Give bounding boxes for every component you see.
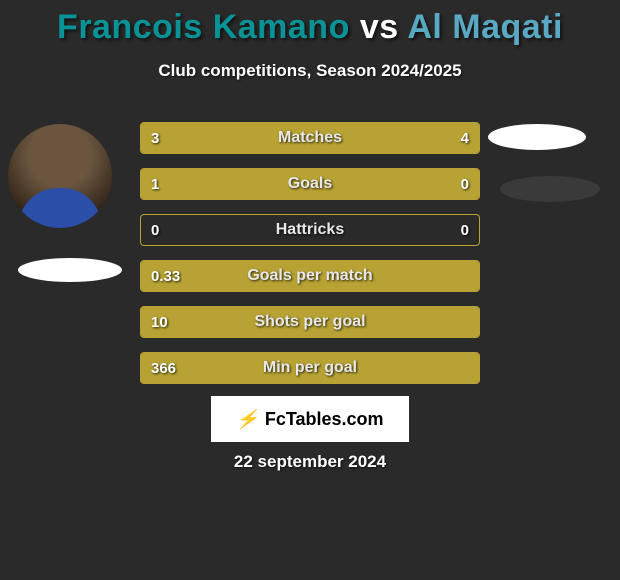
stat-row: 00Hattricks (140, 214, 480, 246)
subtitle: Club competitions, Season 2024/2025 (0, 61, 620, 81)
stat-label: Goals per match (141, 261, 479, 291)
player2-ellipse-top (488, 124, 586, 150)
player2-ellipse-bottom (500, 176, 600, 202)
comparison-title: Francois Kamano vs Al Maqati (0, 0, 620, 47)
stat-row: 0.33Goals per match (140, 260, 480, 292)
player1-shadow-ellipse (18, 258, 122, 282)
player1-name: Francois Kamano (57, 8, 350, 46)
vs-text: vs (360, 8, 399, 46)
stat-label: Goals (141, 169, 479, 199)
stat-label: Shots per goal (141, 307, 479, 337)
fctables-logo: ⚡ FcTables.com (211, 396, 409, 442)
stat-label: Hattricks (141, 215, 479, 245)
stat-row: 10Shots per goal (140, 306, 480, 338)
stat-row: 34Matches (140, 122, 480, 154)
player1-portrait (8, 124, 112, 228)
player2-name: Al Maqati (407, 8, 563, 46)
date-caption: 22 september 2024 (0, 452, 620, 472)
stat-row: 366Min per goal (140, 352, 480, 384)
stat-label: Matches (141, 123, 479, 153)
logo-icon: ⚡ (236, 409, 258, 430)
stat-row: 10Goals (140, 168, 480, 200)
stat-label: Min per goal (141, 353, 479, 383)
stats-bars-container: 34Matches 10Goals 00Hattricks 0.33Goals per… (140, 122, 480, 398)
logo-text: FcTables.com (265, 409, 384, 430)
